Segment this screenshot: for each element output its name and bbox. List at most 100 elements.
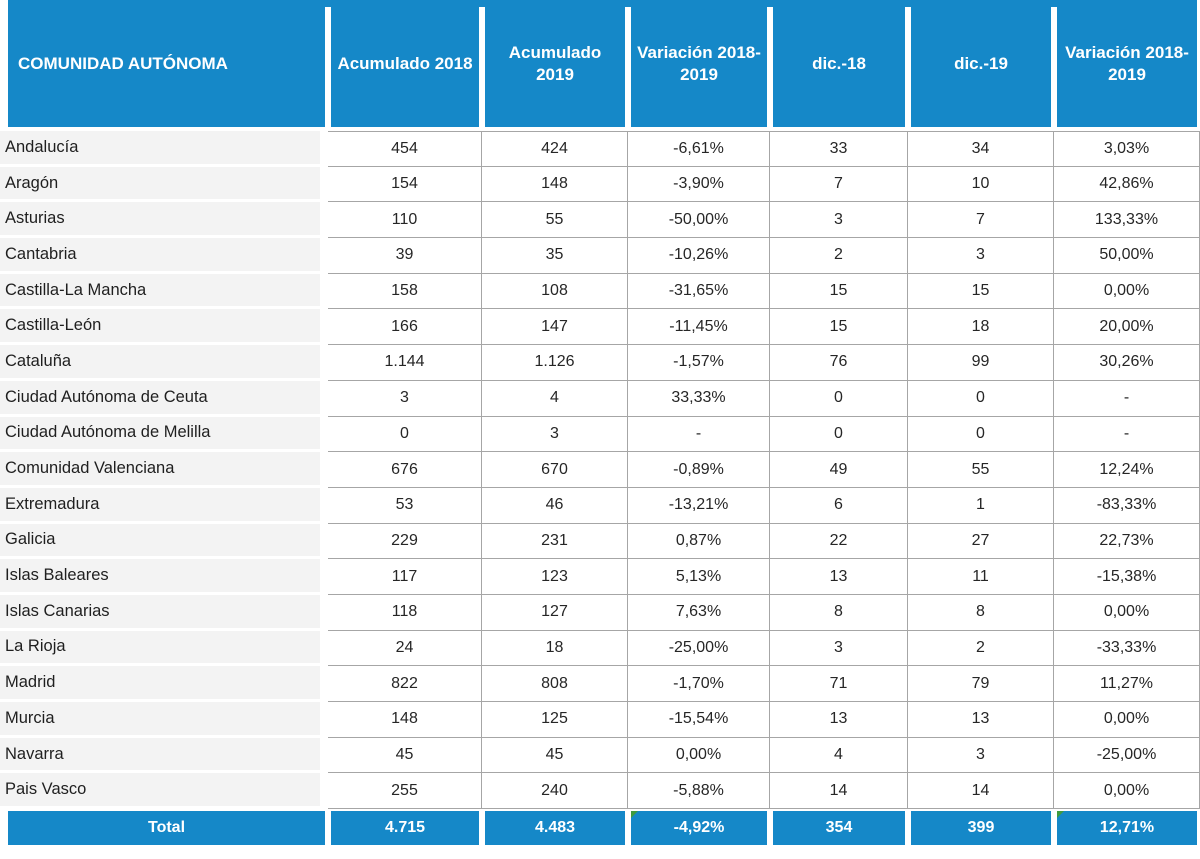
table-row: Castilla-La Mancha 158 108 -31,65% 15 15… (0, 273, 1200, 310)
variacion-dic-cell: 0,00% (1054, 273, 1200, 310)
dic-18-cell: 8 (770, 594, 908, 631)
header-cell-acumulado-2018: Acumulado 2018 (331, 0, 479, 127)
region-name-cell: Islas Baleares (0, 559, 328, 595)
variacion-dic-cell: -15,38% (1054, 559, 1200, 595)
dic-18-cell: 7 (770, 166, 908, 203)
region-name-cell: La Rioja (0, 630, 328, 667)
dic-19-cell: 8 (908, 594, 1054, 631)
variacion-dic-cell: 0,00% (1054, 773, 1200, 810)
dic-19-cell: 99 (908, 345, 1054, 381)
acumulado-2018-cell: 110 (328, 202, 482, 239)
variacion-dic-cell: 133,33% (1054, 202, 1200, 239)
acumulado-2018-cell: 822 (328, 666, 482, 702)
variacion-acumulado-cell: -31,65% (628, 273, 770, 310)
dic-18-cell: 14 (770, 773, 908, 810)
dic-19-cell: 3 (908, 238, 1054, 274)
dic-18-cell: 15 (770, 309, 908, 346)
table-body: Andalucía 454 424 -6,61% 33 34 3,03% Ara… (0, 131, 1200, 810)
acumulado-2018-cell: 24 (328, 630, 482, 667)
variacion-acumulado-cell: -13,21% (628, 487, 770, 524)
header-cell-acumulado-2019: Acumulado 2019 (485, 0, 625, 127)
acumulado-2018-cell: 118 (328, 594, 482, 631)
acumulado-2018-cell: 0 (328, 416, 482, 453)
variacion-acumulado-cell: -6,61% (628, 131, 770, 167)
total-dic-18-cell: 354 (773, 811, 905, 846)
table-header: COMUNIDAD AUTÓNOMA Acumulado 2018 Acumul… (0, 0, 1200, 127)
acumulado-2018-cell: 117 (328, 559, 482, 595)
table-row: Comunidad Valenciana 676 670 -0,89% 49 5… (0, 452, 1200, 488)
dic-18-cell: 3 (770, 202, 908, 239)
total-acumulado-2018-cell: 4.715 (331, 811, 479, 846)
acumulado-2018-cell: 255 (328, 773, 482, 810)
dic-19-cell: 14 (908, 773, 1054, 810)
dic-18-cell: 2 (770, 238, 908, 274)
acumulado-2019-cell: 148 (482, 166, 628, 203)
variacion-acumulado-cell: -15,54% (628, 702, 770, 738)
variacion-acumulado-cell: - (628, 416, 770, 453)
acumulado-2019-cell: 147 (482, 309, 628, 346)
table-row: Madrid 822 808 -1,70% 71 79 11,27% (0, 666, 1200, 702)
dic-19-cell: 15 (908, 273, 1054, 310)
variacion-dic-cell: 12,24% (1054, 452, 1200, 488)
region-name-cell: Cantabria (0, 238, 328, 274)
table-row: Pais Vasco 255 240 -5,88% 14 14 0,00% (0, 773, 1200, 810)
total-row: Total 4.715 4.483 -4,92% 354 399 12,71% (0, 811, 1200, 846)
table-row: Murcia 148 125 -15,54% 13 13 0,00% (0, 702, 1200, 738)
variacion-acumulado-cell: -10,26% (628, 238, 770, 274)
dic-18-cell: 0 (770, 380, 908, 417)
variacion-acumulado-cell: -50,00% (628, 202, 770, 239)
acumulado-2019-cell: 46 (482, 487, 628, 524)
region-name-cell: Islas Canarias (0, 594, 328, 631)
table-row: Islas Baleares 117 123 5,13% 13 11 -15,3… (0, 559, 1200, 595)
dic-19-cell: 0 (908, 416, 1054, 453)
dic-19-cell: 18 (908, 309, 1054, 346)
region-name-cell: Andalucía (0, 131, 328, 167)
acumulado-2019-cell: 1.126 (482, 345, 628, 381)
header-cell-dic-18: dic.-18 (773, 0, 905, 127)
header-cell-variacion-acumulado: Variación 2018-2019 (631, 0, 767, 127)
acumulado-2018-cell: 1.144 (328, 345, 482, 381)
acumulado-2018-cell: 229 (328, 523, 482, 560)
dic-19-cell: 13 (908, 702, 1054, 738)
region-name-cell: Castilla-León (0, 309, 328, 346)
variacion-dic-cell: 42,86% (1054, 166, 1200, 203)
dic-18-cell: 76 (770, 345, 908, 381)
acumulado-2018-cell: 45 (328, 737, 482, 774)
variacion-dic-cell: -33,33% (1054, 630, 1200, 667)
table-row: La Rioja 24 18 -25,00% 3 2 -33,33% (0, 630, 1200, 667)
variacion-dic-cell: 22,73% (1054, 523, 1200, 560)
dic-19-cell: 2 (908, 630, 1054, 667)
region-name-cell: Asturias (0, 202, 328, 239)
table-row: Islas Canarias 118 127 7,63% 8 8 0,00% (0, 594, 1200, 631)
header-cell-variacion-dic: Variación 2018-2019 (1057, 0, 1197, 127)
dic-18-cell: 4 (770, 737, 908, 774)
table-row: Castilla-León 166 147 -11,45% 15 18 20,0… (0, 309, 1200, 346)
dic-18-cell: 0 (770, 416, 908, 453)
acumulado-2018-cell: 166 (328, 309, 482, 346)
table-row: Extremadura 53 46 -13,21% 6 1 -83,33% (0, 487, 1200, 524)
acumulado-2019-cell: 45 (482, 737, 628, 774)
acumulado-2019-cell: 231 (482, 523, 628, 560)
variacion-dic-cell: -25,00% (1054, 737, 1200, 774)
variacion-dic-cell: -83,33% (1054, 487, 1200, 524)
total-acumulado-2019-cell: 4.483 (485, 811, 625, 846)
variacion-acumulado-cell: -3,90% (628, 166, 770, 203)
dic-18-cell: 3 (770, 630, 908, 667)
acumulado-2019-cell: 4 (482, 380, 628, 417)
variacion-dic-cell: 0,00% (1054, 594, 1200, 631)
table-row: Galicia 229 231 0,87% 22 27 22,73% (0, 523, 1200, 560)
table-row: Ciudad Autónoma de Melilla 0 3 - 0 0 - (0, 416, 1200, 453)
variacion-acumulado-cell: 5,13% (628, 559, 770, 595)
region-name-cell: Navarra (0, 737, 328, 774)
variacion-acumulado-cell: 33,33% (628, 380, 770, 417)
dic-18-cell: 13 (770, 559, 908, 595)
acumulado-2018-cell: 676 (328, 452, 482, 488)
dic-19-cell: 1 (908, 487, 1054, 524)
acumulado-2019-cell: 35 (482, 238, 628, 274)
header-top-bar (8, 0, 1197, 7)
variacion-acumulado-cell: -11,45% (628, 309, 770, 346)
dic-18-cell: 6 (770, 487, 908, 524)
table-row: Cataluña 1.144 1.126 -1,57% 76 99 30,26% (0, 345, 1200, 381)
total-label-cell: Total (8, 811, 325, 846)
